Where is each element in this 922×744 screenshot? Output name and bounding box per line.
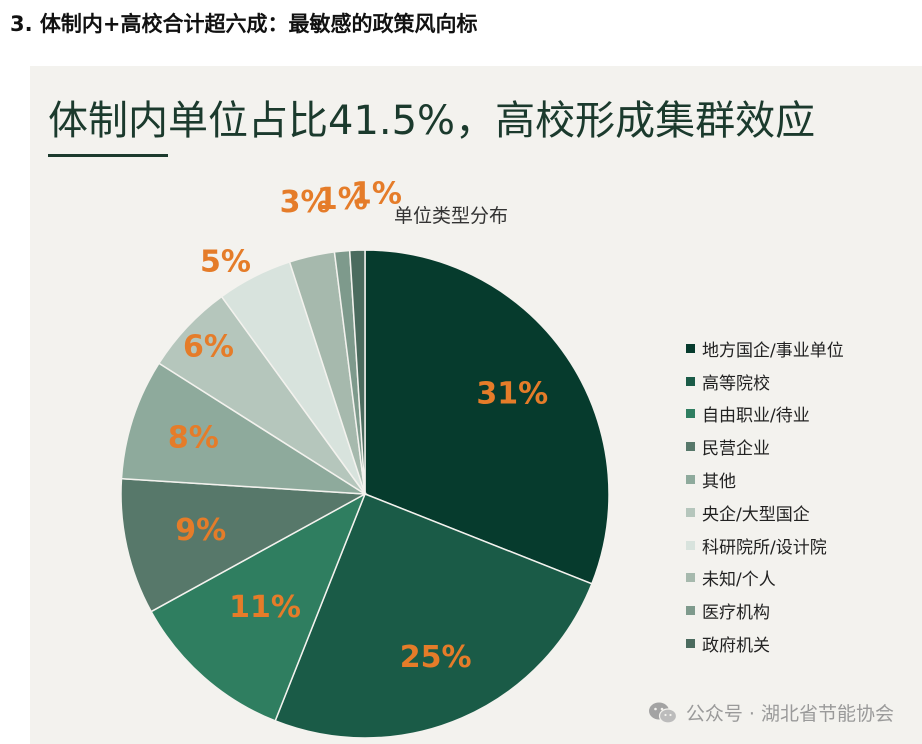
slice-label-2: 25% xyxy=(400,640,472,675)
legend-swatch xyxy=(686,343,695,353)
legend-swatch xyxy=(686,376,695,386)
pie-slice-3 xyxy=(150,492,367,722)
legend-swatch xyxy=(686,409,695,419)
slice-label-3: 11% xyxy=(229,590,301,625)
legend-swatch xyxy=(686,639,695,649)
legend-swatch xyxy=(686,606,695,616)
legend-label: 医疗机构 xyxy=(702,603,770,624)
wechat-icon xyxy=(648,702,677,724)
pie-slices xyxy=(120,249,610,739)
legend-label: 自由职业/待业 xyxy=(702,406,810,427)
pie-slice-5 xyxy=(120,362,366,495)
legend-label: 民营企业 xyxy=(702,439,770,460)
legend-item: 政府机关 xyxy=(686,627,844,660)
chart-legend: 地方国企/事业单位 高等院校自由职业/待业 民营企业其他央企/大型国企 科研院所/设计… xyxy=(686,332,844,660)
watermark: 公众号 · 湖北省节能协会 xyxy=(648,699,894,726)
legend-label: 其他 xyxy=(702,472,736,493)
card-title: 体制内单位占比41.5%，高校形成集群效应 xyxy=(48,98,816,144)
legend-swatch xyxy=(686,442,695,452)
infographic-card: 体制内单位占比41.5%，高校形成集群效应 31% 25% 11% 9% 8% 6% 5% 3… xyxy=(30,66,922,744)
legend-item: 其他 xyxy=(686,463,844,496)
slice-label-10: 1% xyxy=(351,177,402,212)
chart-title: 单位类型分布 xyxy=(394,205,508,227)
slice-label-5: 8% xyxy=(168,421,219,456)
slice-label-4: 9% xyxy=(175,513,226,548)
slice-label-6: 6% xyxy=(183,330,234,365)
legend-item: 高等院校 xyxy=(686,365,844,398)
pie-slice-4 xyxy=(120,477,368,613)
legend-label: 政府机关 xyxy=(702,636,770,657)
slice-label-8: 3% xyxy=(280,185,331,220)
legend-item: 地方国企/事业单位 xyxy=(686,332,844,365)
title-underline xyxy=(48,154,168,157)
legend-item: 科研院所/设计院 xyxy=(686,529,844,562)
legend-swatch xyxy=(686,540,695,550)
legend-label: 央企/大型国企 xyxy=(702,504,810,525)
slice-label-7: 5% xyxy=(200,244,251,279)
pie-slice-1 xyxy=(364,249,610,585)
legend-label: 未知/个人 xyxy=(702,570,776,591)
legend-swatch xyxy=(686,475,695,485)
legend-item: 自由职业/待业 xyxy=(686,398,844,431)
watermark-text: 公众号 · 湖北省节能协会 xyxy=(685,703,894,725)
pie-slice-10 xyxy=(348,249,366,495)
legend-swatch xyxy=(686,573,695,583)
pie-slice-2 xyxy=(274,493,593,739)
section-heading: 3. 体制内+高校合计超六成：最敏感的政策风向标 xyxy=(10,12,478,36)
slice-label-9: 1% xyxy=(317,182,368,217)
legend-swatch xyxy=(686,507,695,517)
legend-label: 高等院校 xyxy=(702,373,770,394)
legend-item: 央企/大型国企 xyxy=(686,496,844,529)
slice-label-1: 31% xyxy=(476,376,548,411)
legend-label: 地方国企/事业单位 xyxy=(702,340,844,361)
legend-label: 科研院所/设计院 xyxy=(702,537,827,558)
legend-item: 民营企业 xyxy=(686,430,844,463)
pie-chart: 31%25%11%9%8%6%5%3%1%1% 单位类型分布 xyxy=(120,177,610,739)
legend-item: 医疗机构 xyxy=(686,594,844,627)
pie-slice-labels: 31%25%11%9%8%6%5%3%1%1% xyxy=(168,177,548,675)
legend-item: 未知/个人 xyxy=(686,562,844,595)
